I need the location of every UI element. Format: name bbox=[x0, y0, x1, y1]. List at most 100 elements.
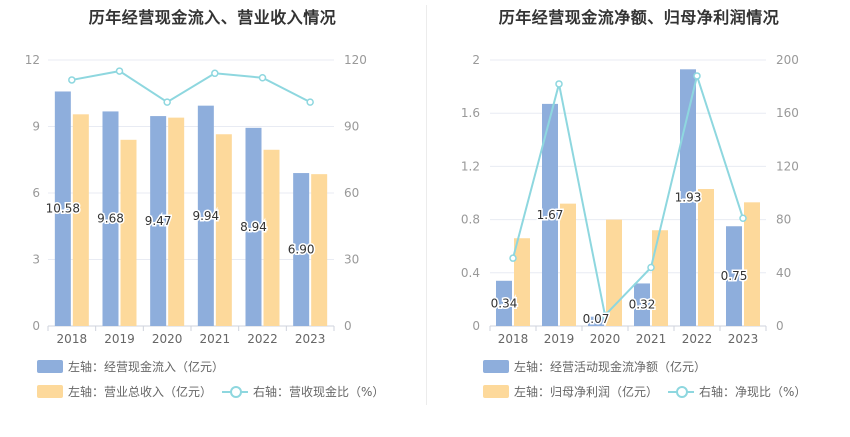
legend-item-series-2[interactable]: 左轴：营业总收入（亿元） bbox=[37, 383, 212, 400]
ratio-point bbox=[258, 73, 267, 82]
bar-secondary bbox=[72, 114, 89, 326]
legend-item-series-2[interactable]: 左轴：归母净利润（亿元） bbox=[483, 383, 658, 400]
left-axis-tick-label: 1.2 bbox=[461, 159, 480, 173]
bar-primary bbox=[54, 91, 71, 326]
legend-label: 右轴：营收现金比（%） bbox=[253, 385, 385, 399]
x-axis-tick-label: 2023 bbox=[728, 332, 759, 346]
left-axis-tick-label: 0.8 bbox=[461, 213, 480, 227]
x-axis-tick-label: 2023 bbox=[295, 332, 326, 346]
ratio-line bbox=[512, 72, 744, 318]
ratio-line bbox=[71, 70, 311, 104]
legend-label: 左轴：经营现金流入（亿元） bbox=[68, 360, 225, 374]
ratio-point bbox=[163, 98, 171, 106]
bar-primary bbox=[102, 111, 119, 326]
x-axis-tick-label: 2020 bbox=[590, 332, 621, 346]
bar-primary bbox=[293, 173, 310, 326]
ratio-point bbox=[509, 254, 517, 262]
legend-label: 左轴：归母净利润（亿元） bbox=[514, 385, 659, 399]
bar-primary bbox=[245, 127, 262, 326]
right-axis-tick-label: 200 bbox=[776, 53, 799, 67]
bar-secondary bbox=[215, 134, 232, 326]
left-axis-tick-label: 0.4 bbox=[461, 266, 480, 280]
chart-panel-netcash-profit: 历年经营现金流净额、归母净利润情况 0 0.4 0.8 1.2 1.6 2 0 40 80 120… bbox=[428, 0, 850, 437]
panel-divider bbox=[426, 5, 427, 405]
x-axis-tick-label: 2018 bbox=[57, 332, 88, 346]
bar-secondary bbox=[560, 203, 576, 326]
bar-data-label: 0.75 bbox=[721, 269, 748, 283]
bar-data-label: 0.34 bbox=[491, 296, 518, 310]
x-axis-tick-label: 2022 bbox=[682, 332, 713, 346]
ratio-point bbox=[555, 80, 563, 88]
bar-data-label: 10.58 bbox=[46, 202, 80, 216]
bar-data-label: 6.90 bbox=[288, 243, 315, 257]
bar-data-label: 0.32 bbox=[629, 298, 656, 312]
bar-secondary bbox=[744, 202, 760, 326]
left-axis-tick-label: 12 bbox=[25, 53, 40, 67]
ratio-point bbox=[647, 263, 655, 272]
legend-item-series-3[interactable]: 右轴：营收现金比（%） bbox=[222, 383, 384, 400]
bar-primary bbox=[588, 316, 604, 326]
bar-primary bbox=[150, 116, 167, 326]
legend-swatch bbox=[483, 385, 509, 398]
ratio-point bbox=[739, 214, 747, 223]
legend-line-swatch bbox=[668, 385, 694, 398]
x-axis-tick-label: 2021 bbox=[200, 332, 231, 346]
bar-secondary bbox=[120, 139, 137, 326]
left-axis-tick-label: 9 bbox=[32, 120, 40, 134]
legend-item-series-1[interactable]: 左轴：经营现金流入（亿元） bbox=[37, 358, 224, 375]
right-axis-tick-label: 80 bbox=[776, 213, 791, 227]
bar-data-label: 8.94 bbox=[240, 220, 267, 234]
left-axis-tick-label: 6 bbox=[32, 186, 40, 200]
right-axis-tick-label: 40 bbox=[776, 266, 791, 280]
right-axis-tick-label: 90 bbox=[344, 120, 359, 134]
chart-plot-area: 0 0.4 0.8 1.2 1.6 2 0 40 80 120 160 200 2018 2019 2020… bbox=[461, 53, 799, 346]
ratio-point bbox=[693, 72, 701, 80]
left-axis-tick-label: 3 bbox=[32, 253, 40, 267]
left-axis-tick-label: 0 bbox=[32, 319, 40, 333]
bar-secondary bbox=[263, 149, 280, 326]
right-axis-tick-label: 160 bbox=[776, 106, 799, 120]
ratio-point bbox=[68, 76, 76, 84]
bar-secondary bbox=[652, 230, 668, 326]
bar-data-label: 9.47 bbox=[145, 214, 172, 228]
legend-label: 左轴：营业总收入（亿元） bbox=[68, 385, 213, 399]
x-axis-tick-label: 2019 bbox=[104, 332, 135, 346]
x-axis-tick-label: 2020 bbox=[152, 332, 183, 346]
legend-label: 左轴：经营活动现金流净额（亿元） bbox=[514, 360, 707, 374]
bar-data-label: 9.94 bbox=[192, 209, 219, 223]
right-axis-tick-label: 120 bbox=[344, 53, 367, 67]
bar-secondary bbox=[606, 219, 622, 326]
x-axis-tick-label: 2019 bbox=[544, 332, 575, 346]
bar-secondary bbox=[514, 238, 530, 326]
chart-title: 历年经营现金流净额、归母净利润情况 bbox=[498, 8, 780, 27]
legend-swatch bbox=[37, 360, 63, 373]
bar-data-label: 1.67 bbox=[537, 208, 564, 222]
legend-item-series-3[interactable]: 右轴：净现比（%） bbox=[668, 383, 806, 400]
ratio-point bbox=[306, 98, 314, 106]
legend-label: 右轴：净现比（%） bbox=[699, 385, 807, 399]
right-axis-tick-label: 60 bbox=[344, 186, 359, 200]
bar-data-label: 1.93 bbox=[675, 191, 702, 205]
right-axis-tick-label: 30 bbox=[344, 253, 359, 267]
left-axis-tick-label: 0 bbox=[472, 319, 480, 333]
bar-secondary bbox=[311, 174, 328, 326]
chart-panel-cashflow-revenue: 历年经营现金流入、营业收入情况 0 3 6 9 12 0 30 60 90 120 2018 2019… bbox=[25, 8, 385, 400]
legend-swatch bbox=[483, 360, 509, 373]
legend-swatch bbox=[37, 385, 63, 398]
legend-line-swatch bbox=[222, 385, 248, 398]
x-axis-tick-label: 2021 bbox=[636, 332, 667, 346]
left-axis-tick-label: 1.6 bbox=[461, 106, 480, 120]
legend-item-series-1[interactable]: 左轴：经营活动现金流净额（亿元） bbox=[483, 358, 706, 375]
ratio-point bbox=[115, 67, 124, 75]
bar-secondary bbox=[168, 117, 185, 326]
bar-primary bbox=[726, 226, 742, 326]
bar-primary bbox=[197, 105, 214, 326]
ratio-point bbox=[601, 311, 609, 320]
right-axis-tick-label: 120 bbox=[776, 159, 799, 173]
ratio-point bbox=[211, 69, 219, 78]
bar-primary bbox=[496, 280, 512, 326]
bar-primary bbox=[542, 103, 558, 326]
chart-title: 历年经营现金流入、营业收入情况 bbox=[88, 8, 337, 27]
bar-secondary bbox=[698, 189, 714, 326]
